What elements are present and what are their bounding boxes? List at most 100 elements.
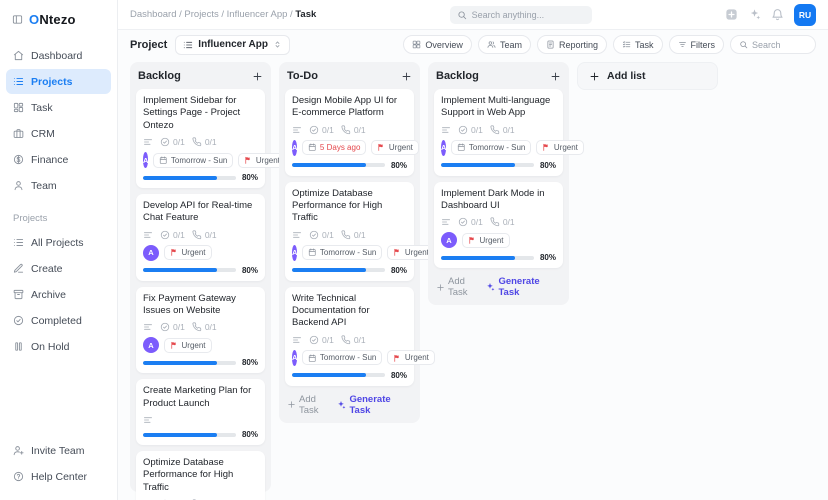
sidebar-item-completed[interactable]: Completed — [6, 308, 111, 333]
task-card[interactable]: Implement Dark Mode in Dashboard UI0/10/… — [434, 182, 563, 269]
assignee-avatar[interactable]: A — [441, 232, 457, 248]
add-task-button[interactable]: Add Task — [436, 276, 485, 298]
sidebar-item-task[interactable]: Task — [6, 95, 111, 120]
add-list-button[interactable]: Add list — [577, 62, 718, 90]
generate-task-button[interactable]: Generate Task — [336, 394, 412, 416]
user-avatar[interactable]: RU — [794, 4, 816, 26]
breadcrumb-item[interactable]: Projects — [184, 9, 218, 20]
toolbar-button-filters[interactable]: Filters — [669, 35, 725, 54]
task-card[interactable]: Fix Payment Gateway Issues on Website0/1… — [136, 287, 265, 374]
add-card-icon[interactable] — [401, 71, 412, 82]
generate-task-label: Generate Task — [498, 276, 561, 298]
calls-count-value: 0/1 — [354, 335, 366, 345]
global-search-input[interactable] — [472, 10, 585, 20]
task-card[interactable]: Design Mobile App UI for E-commerce Plat… — [285, 89, 414, 176]
assignee-avatar[interactable]: A — [441, 140, 446, 156]
sidebar-item-dashboard[interactable]: Dashboard — [6, 43, 111, 68]
assignee-avatar[interactable]: A — [292, 245, 297, 261]
card-meta-row: 0/10/1 — [441, 217, 556, 227]
breadcrumb: Dashboard / Projects / Influencer App / … — [130, 9, 316, 20]
chevron-updown-icon — [273, 40, 282, 49]
due-date-chip[interactable]: Tomorrow - Sun — [302, 245, 382, 260]
sidebar-item-crm[interactable]: CRM — [6, 121, 111, 146]
align-left-icon — [441, 125, 451, 135]
assignee-avatar[interactable]: A — [143, 152, 148, 168]
toolbar-button-task[interactable]: Task — [613, 35, 663, 54]
progress-percent: 80% — [540, 253, 556, 262]
checklist-count: 0/1 — [160, 137, 185, 147]
breadcrumb-item[interactable]: Influencer App — [227, 9, 288, 20]
sidebar-footer: Invite TeamHelp Center — [0, 437, 117, 490]
breadcrumb-separator: / — [219, 9, 227, 20]
task-card-title: Write Technical Documentation for Backen… — [292, 293, 407, 330]
toolbar-button-team[interactable]: Team — [478, 35, 531, 54]
priority-label: Urgent — [480, 236, 504, 245]
priority-chip[interactable]: Urgent — [387, 350, 435, 365]
due-date-chip[interactable]: Tomorrow - Sun — [302, 350, 382, 365]
sidebar-item-label: Dashboard — [31, 50, 82, 62]
task-card[interactable]: Create Marketing Plan for Product Launch… — [136, 379, 265, 445]
toolbar-button-reporting[interactable]: Reporting — [537, 35, 607, 54]
priority-chip[interactable]: Urgent — [462, 233, 510, 248]
bell-icon[interactable] — [771, 8, 784, 21]
search-icon — [739, 40, 748, 49]
task-card[interactable]: Implement Sidebar for Settings Page - Pr… — [136, 89, 265, 188]
assignee-avatar[interactable]: A — [143, 337, 159, 353]
global-search[interactable] — [450, 6, 592, 24]
sidebar-item-on-hold[interactable]: On Hold — [6, 334, 111, 359]
priority-chip[interactable]: Urgent — [164, 338, 212, 353]
add-task-button[interactable]: Add Task — [287, 394, 336, 416]
sidebar-item-create[interactable]: Create — [6, 256, 111, 281]
board-search-input[interactable] — [752, 40, 807, 50]
priority-label: Urgent — [389, 143, 413, 152]
toolbar-button-overview[interactable]: Overview — [403, 35, 472, 54]
sparkles-icon[interactable] — [748, 8, 761, 21]
progress-fill — [441, 163, 515, 167]
flag-icon — [542, 143, 551, 152]
task-card[interactable]: Implement Multi-language Support in Web … — [434, 89, 563, 176]
sidebar-item-invite-team[interactable]: Invite Team — [6, 438, 111, 463]
card-meta-row: 0/10/1 — [143, 137, 258, 147]
card-meta-row — [143, 415, 258, 425]
doc-icon — [546, 40, 555, 49]
priority-label: Urgent — [554, 143, 578, 152]
assignee-avatar[interactable]: A — [292, 140, 297, 156]
breadcrumb-item[interactable]: Task — [295, 9, 316, 20]
sidebar-item-finance[interactable]: Finance — [6, 147, 111, 172]
priority-chip[interactable]: Urgent — [536, 140, 584, 155]
add-card-icon[interactable] — [252, 71, 263, 82]
generate-task-button[interactable]: Generate Task — [485, 276, 561, 298]
priority-chip[interactable]: Urgent — [164, 245, 212, 260]
due-date-chip[interactable]: Tomorrow - Sun — [451, 140, 531, 155]
add-card-icon[interactable] — [550, 71, 561, 82]
due-date-chip[interactable]: Tomorrow - Sun — [153, 153, 233, 168]
breadcrumb-item[interactable]: Dashboard — [130, 9, 176, 20]
task-card[interactable]: Optimize Database Performance for High T… — [136, 451, 265, 500]
sidebar-item-projects[interactable]: Projects — [6, 69, 111, 94]
sidebar-item-team[interactable]: Team — [6, 173, 111, 198]
due-date-chip[interactable]: 5 Days ago — [302, 140, 366, 155]
sidebar-item-help-center[interactable]: Help Center — [6, 464, 111, 489]
progress-fill — [143, 268, 217, 272]
flag-icon — [244, 156, 253, 165]
sidebar-item-all-projects[interactable]: All Projects — [6, 230, 111, 255]
assignee-avatar[interactable]: A — [292, 350, 297, 366]
checklist-count: 0/1 — [458, 217, 483, 227]
sidebar-toggle-icon[interactable] — [12, 14, 23, 25]
task-card[interactable]: Optimize Database Performance for High T… — [285, 182, 414, 281]
card-meta-row: 0/10/1 — [143, 230, 258, 240]
priority-chip[interactable]: Urgent — [371, 140, 419, 155]
project-select[interactable]: Influencer App — [175, 35, 290, 55]
task-card[interactable]: Develop API for Real-time Chat Feature0/… — [136, 194, 265, 281]
sidebar-item-label: On Hold — [31, 341, 70, 353]
list-icon — [183, 40, 193, 50]
calls-count: 0/1 — [192, 230, 217, 240]
checklist-count-value: 0/1 — [173, 137, 185, 147]
check-circle-icon — [309, 230, 319, 240]
board-search[interactable] — [730, 35, 816, 54]
sidebar-item-archive[interactable]: Archive — [6, 282, 111, 307]
add-square-icon[interactable] — [725, 8, 738, 21]
align-left-icon — [292, 230, 302, 240]
task-card[interactable]: Write Technical Documentation for Backen… — [285, 287, 414, 386]
assignee-avatar[interactable]: A — [143, 245, 159, 261]
